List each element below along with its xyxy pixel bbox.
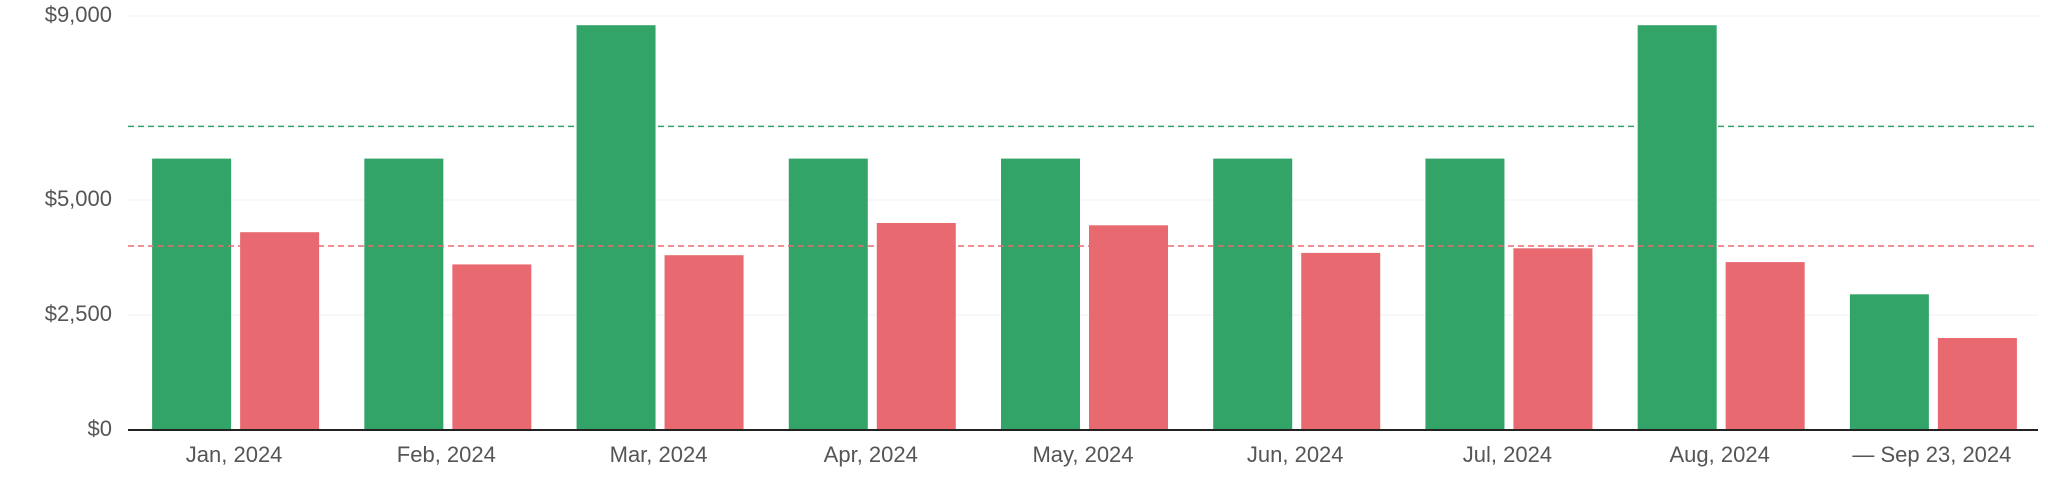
bar — [1089, 225, 1168, 430]
bar — [240, 232, 320, 430]
bar — [1637, 25, 1717, 430]
x-tick-label: Mar, 2024 — [610, 442, 708, 467]
y-tick-label: $5,000 — [45, 186, 112, 211]
bar — [788, 158, 868, 430]
bar — [1849, 294, 1929, 430]
x-tick-label: Feb, 2024 — [397, 442, 496, 467]
x-tick-label: Jun, 2024 — [1247, 442, 1344, 467]
bar — [1425, 158, 1505, 430]
bar — [1001, 158, 1080, 430]
bar — [152, 158, 232, 430]
x-tick-label: — Sep 23, 2024 — [1852, 442, 2011, 467]
bar — [576, 25, 656, 430]
bar — [1937, 338, 2017, 430]
x-tick-label: Jul, 2024 — [1463, 442, 1552, 467]
x-tick-label: Apr, 2024 — [824, 442, 918, 467]
bar — [364, 158, 444, 430]
y-tick-label: $0 — [88, 416, 112, 441]
y-tick-label: $2,500 — [45, 301, 112, 326]
bar — [1725, 262, 1805, 430]
bar — [452, 264, 532, 430]
bar — [1213, 158, 1293, 430]
bar — [664, 255, 744, 430]
bar — [876, 223, 956, 430]
x-tick-label: Jan, 2024 — [186, 442, 283, 467]
y-tick-label: $9,000 — [45, 2, 112, 27]
bar — [1513, 248, 1593, 430]
x-tick-label: Aug, 2024 — [1670, 442, 1770, 467]
bar — [1301, 252, 1381, 430]
x-tick-label: May, 2024 — [1032, 442, 1133, 467]
